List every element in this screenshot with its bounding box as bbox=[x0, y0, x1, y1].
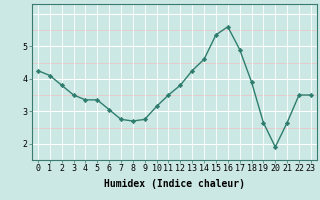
X-axis label: Humidex (Indice chaleur): Humidex (Indice chaleur) bbox=[104, 179, 245, 189]
